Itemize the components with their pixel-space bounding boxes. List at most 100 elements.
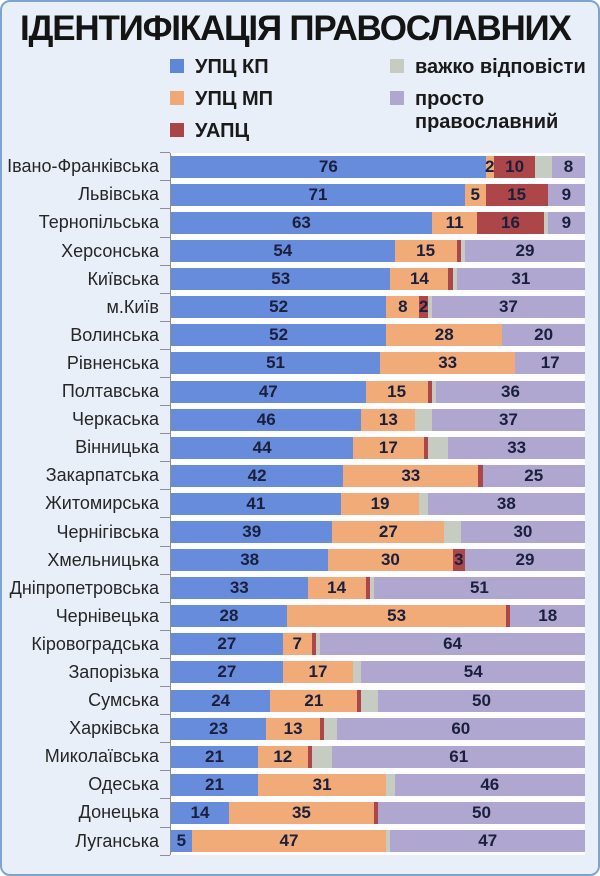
bar-segment-upc-mp: 19 (340, 492, 420, 515)
category-label: Запорізька (68, 661, 159, 682)
segment-value: 29 (515, 550, 535, 570)
category-label: Чернігівська (56, 521, 159, 542)
stacked-bar: 42 33 25 (171, 464, 585, 487)
legend-item-vazhko: важко відповісти (390, 56, 586, 79)
bar-segment-upc-mp: 28 (386, 324, 503, 347)
segment-value: 38 (240, 550, 260, 570)
bar-segment-vazhko (311, 745, 333, 768)
category-label: Рівненська (66, 352, 159, 373)
chart-row: Херсонська 54 15 29 (2, 236, 585, 266)
bar-segment-prosto: 37 (431, 408, 585, 431)
category-label: Харківська (69, 718, 159, 739)
category-label: Київська (87, 268, 159, 289)
bar-track: 44 17 33 (160, 433, 585, 462)
bar-segment-vazhko (535, 155, 552, 178)
segment-value: 8 (563, 156, 574, 176)
bar-segment-prosto: 25 (482, 464, 585, 487)
segment-value: 15 (507, 184, 527, 204)
segment-value: 15 (387, 381, 407, 401)
bar-track: 47 15 36 (160, 376, 585, 406)
bar-segment-uapc (373, 801, 378, 824)
bar-segment-upc-kp: 21 (171, 773, 258, 796)
bar-segment-prosto: 38 (427, 492, 585, 515)
segment-value: 14 (327, 578, 347, 598)
stacked-bar: 44 17 33 (171, 436, 585, 459)
bar-segment-vazhko (431, 380, 436, 403)
legend-swatch-upc-mp (170, 90, 184, 105)
segment-value: 11 (445, 212, 464, 232)
category-label: м.Київ (106, 296, 159, 317)
bar-segment-uapc: 10 (493, 155, 536, 178)
bar-segment-upc-kp: 24 (171, 689, 271, 712)
segment-value: 8 (398, 297, 408, 317)
bar-segment-upc-kp: 54 (171, 240, 395, 263)
category-label: Хмельницька (47, 549, 159, 570)
category-label: Одеська (88, 774, 159, 795)
segment-value: 61 (449, 746, 469, 766)
chart-row: Кіровоградська 27 7 64 (2, 629, 585, 659)
segment-value: 54 (463, 662, 483, 682)
segment-value: 53 (271, 269, 291, 289)
chart-row: Тернопільська 63 11 16 9 (2, 208, 585, 238)
bar-segment-prosto: 9 (547, 211, 585, 234)
bar-segment-uapc (365, 577, 370, 600)
segment-value: 23 (209, 718, 229, 738)
stacked-bar-chart: Івано-Франківська 76 2 10 8 Львівська 71 5 15 9 Те… (2, 152, 586, 856)
segment-value: 30 (380, 550, 400, 570)
chart-row: Одеська 21 31 46 (2, 770, 585, 799)
bar-segment-prosto: 31 (456, 268, 585, 291)
bar-segment-upc-mp: 12 (257, 745, 308, 768)
segment-value: 27 (217, 662, 237, 682)
bar-segment-upc-kp: 23 (171, 717, 267, 740)
bar-segment-upc-mp: 30 (328, 549, 453, 572)
category-label: Чернівецька (55, 605, 159, 626)
stacked-bar: 14 35 50 (171, 801, 585, 824)
legend-swatch-upc-kp (170, 58, 184, 73)
chart-row: Черкаська 46 13 37 (2, 405, 585, 434)
bar-segment-prosto: 54 (361, 661, 585, 684)
bar-segment-upc-kp: 33 (171, 577, 308, 600)
bar-segment-vazhko (386, 830, 391, 853)
legend-label: УАПЦ (195, 119, 250, 142)
bar-segment-prosto: 18 (510, 605, 585, 628)
category-label: Дніпропетровська (9, 577, 159, 598)
category-label: Івано-Франківська (7, 156, 159, 177)
bar-segment-vazhko (427, 296, 432, 319)
segment-value: 31 (511, 269, 531, 289)
bar-track: 28 53 18 (160, 601, 585, 631)
stacked-bar: 27 7 64 (171, 633, 585, 656)
segment-value: 5 (176, 831, 187, 851)
bar-segment-uapc: 2 (418, 296, 429, 319)
segment-value: 33 (401, 465, 421, 485)
category-label: Сумська (88, 690, 159, 711)
segment-value: 33 (507, 437, 527, 457)
bar-segment-upc-mp: 2 (485, 155, 495, 178)
segment-value: 47 (279, 831, 299, 851)
stacked-bar: 5 47 47 (171, 830, 585, 853)
segment-value: 50 (472, 802, 491, 822)
segment-value: 50 (472, 690, 491, 710)
bar-segment-upc-kp: 52 (171, 296, 387, 319)
bar-track: 23 13 60 (160, 714, 585, 743)
segment-value: 52 (269, 325, 289, 345)
chart-row: Харківська 23 13 60 (2, 714, 585, 743)
bar-segment-uapc (506, 605, 511, 628)
stacked-bar: 47 15 36 (171, 380, 585, 403)
stacked-bar: 39 27 30 (171, 521, 585, 544)
legend-swatch-prosto (390, 90, 404, 105)
bar-segment-uapc (357, 689, 362, 712)
segment-value: 2 (418, 297, 429, 317)
category-label: Закарпатська (45, 465, 159, 486)
bar-segment-prosto: 60 (336, 717, 585, 740)
segment-value: 21 (205, 746, 224, 766)
segment-value: 25 (524, 465, 544, 485)
chart-row: Закарпатська 42 33 25 (2, 461, 585, 490)
bar-segment-uapc (307, 745, 312, 768)
chart-row: Запорізька 27 17 54 (2, 657, 585, 687)
bar-segment-upc-kp: 28 (171, 605, 287, 628)
bar-segment-upc-mp: 8 (386, 296, 420, 319)
segment-value: 15 (416, 241, 436, 261)
bar-segment-upc-kp: 14 (171, 801, 229, 824)
bar-segment-upc-mp: 13 (361, 408, 416, 431)
